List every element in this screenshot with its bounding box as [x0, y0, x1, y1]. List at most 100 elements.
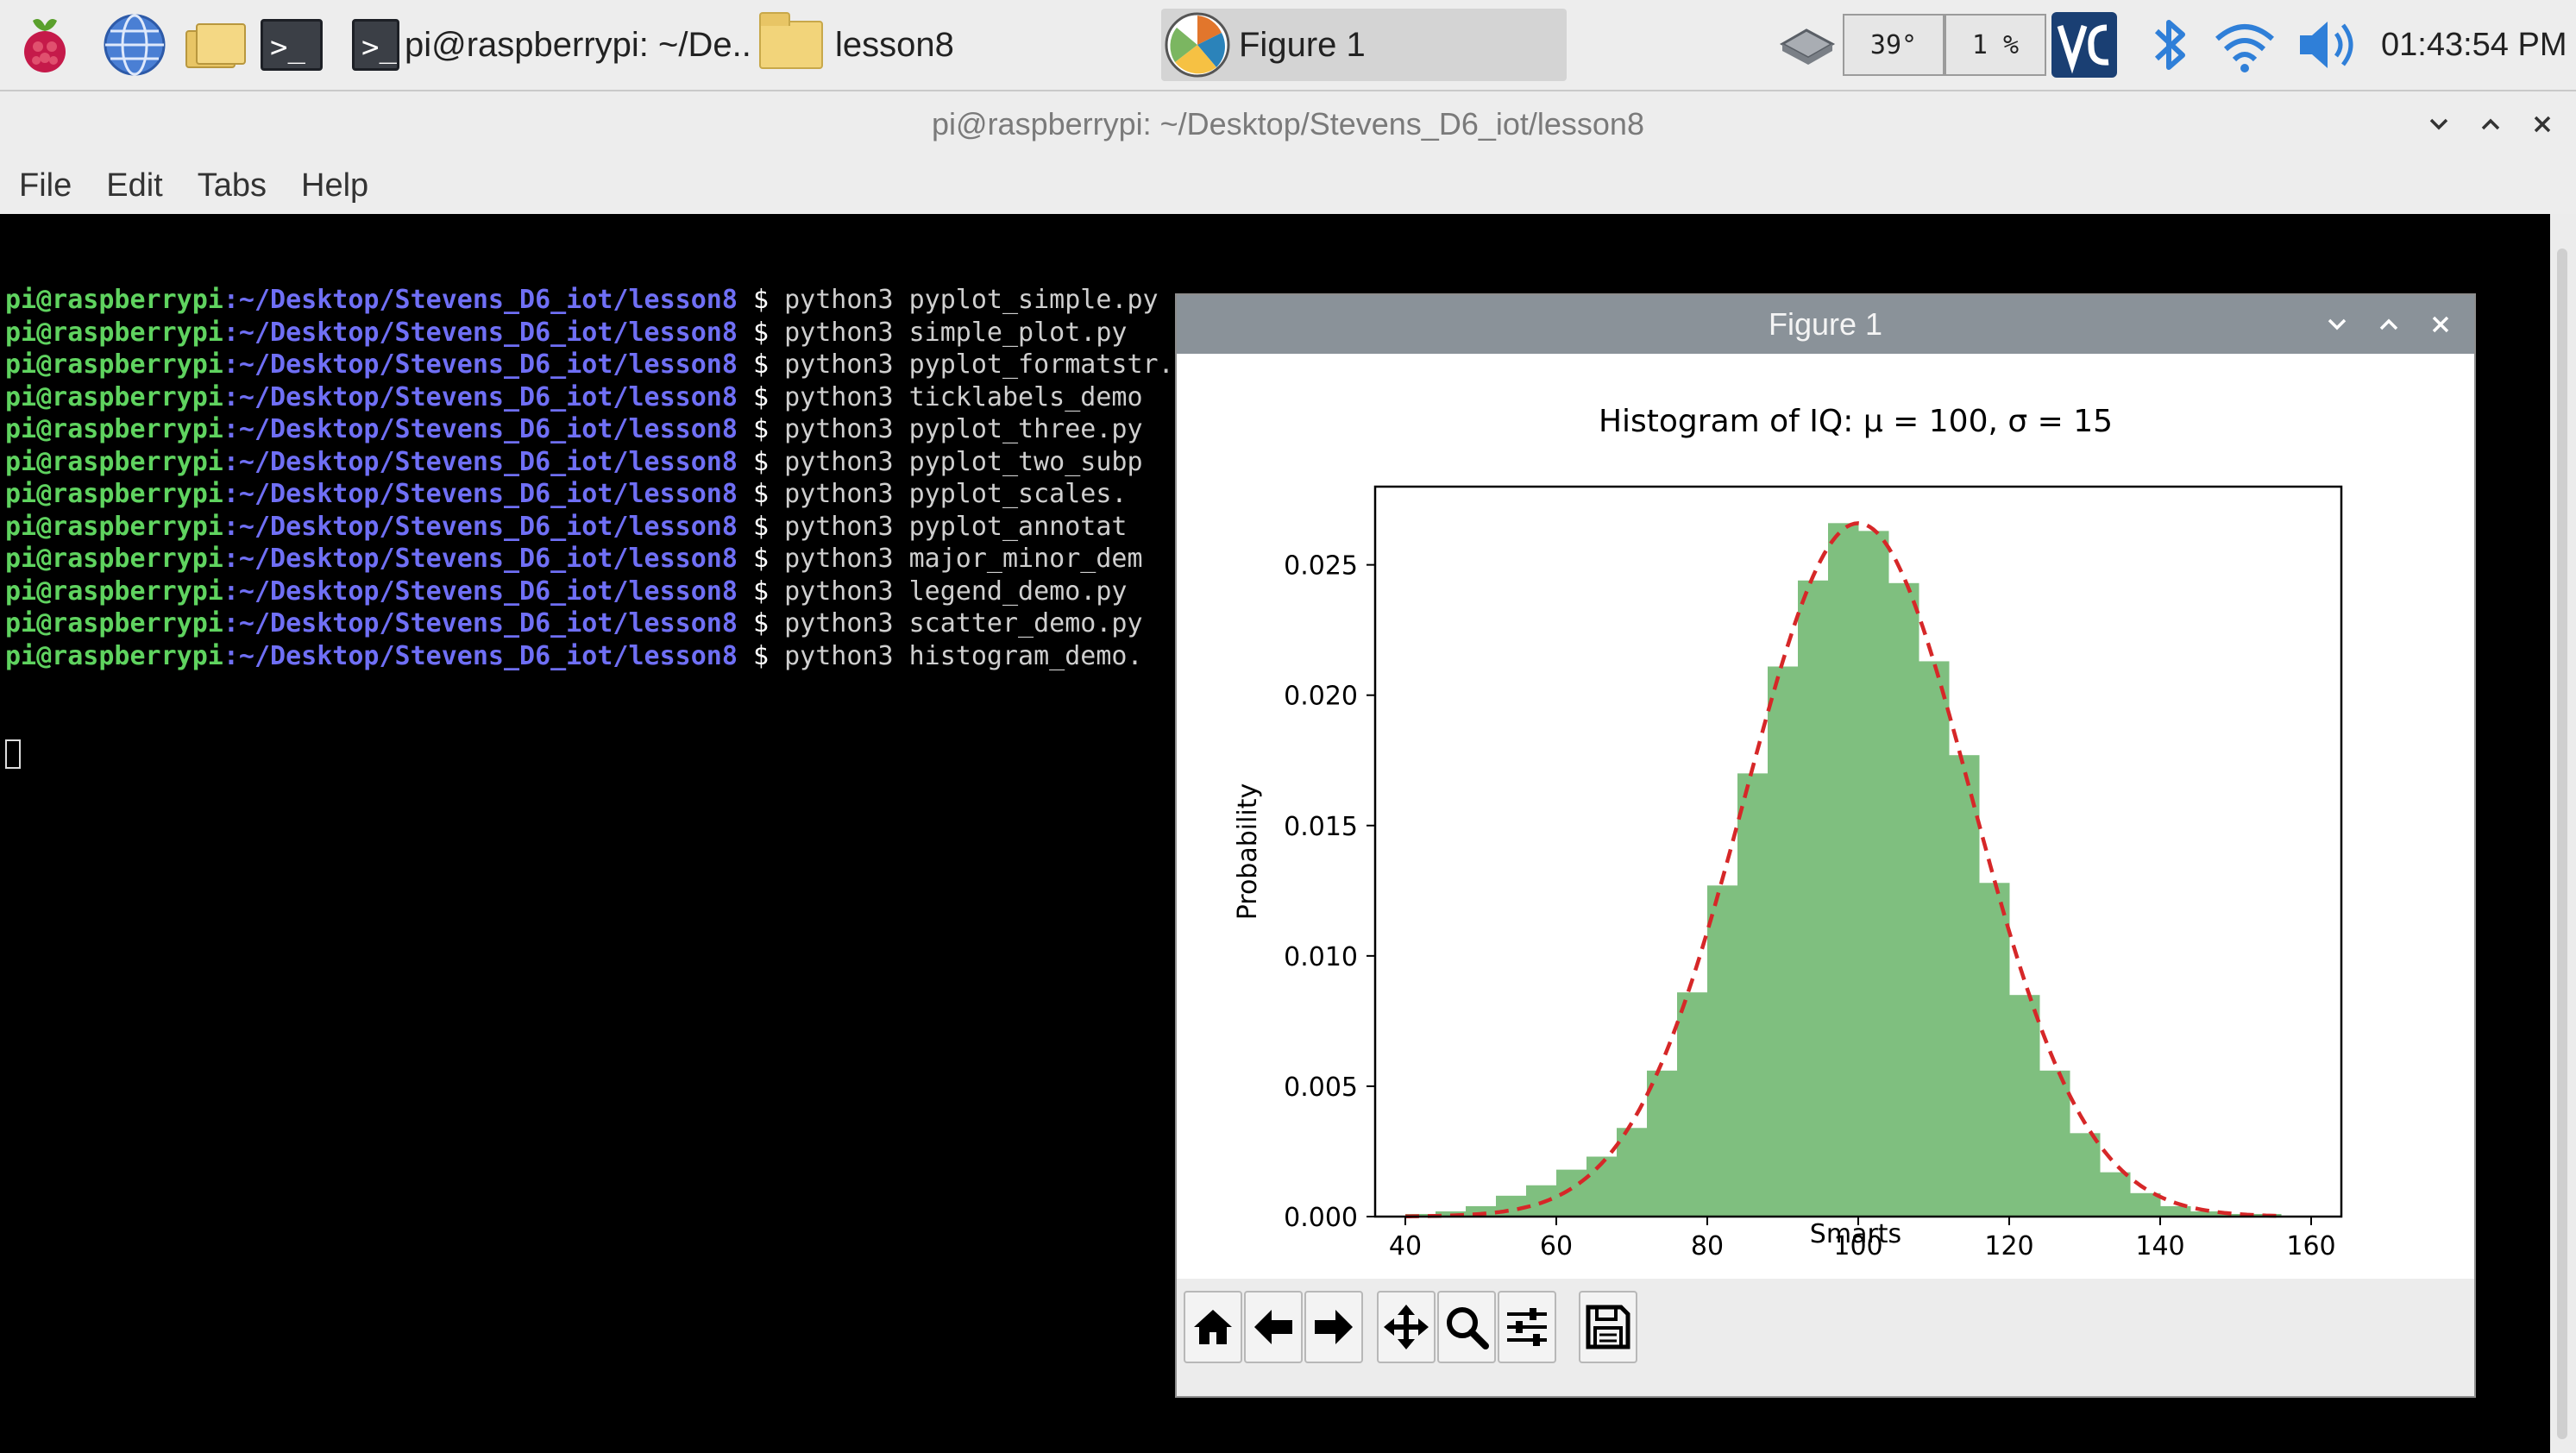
x-tick-label: 80	[1691, 1231, 1724, 1261]
prompt-user: pi@raspberrypi	[5, 285, 223, 315]
histogram-bar	[2100, 1172, 2131, 1217]
zoom-button[interactable]	[1437, 1291, 1496, 1363]
cpu-temperature[interactable]: 39°	[1843, 14, 1945, 76]
close-icon	[2534, 116, 2551, 133]
prompt-path: :~/Desktop/Stevens_D6_iot/lesson8	[223, 414, 738, 444]
command-text: python3 major_minor_dem	[784, 544, 1143, 574]
cpu-usage[interactable]: 1 %	[1945, 14, 2046, 76]
wifi-icon[interactable]	[2212, 0, 2278, 90]
menu-help[interactable]: Help	[301, 167, 369, 204]
pan-button[interactable]	[1377, 1291, 1436, 1363]
terminal-icon: >_	[352, 19, 399, 71]
close-icon	[2432, 316, 2449, 333]
command-text: python3 histogram_demo.	[784, 640, 1143, 671]
file-manager-icon[interactable]	[181, 0, 250, 90]
x-tick-label: 40	[1389, 1231, 1422, 1261]
histogram-bar	[1647, 1070, 1678, 1217]
terminal-line: pi@raspberrypi:~/Desktop/Stevens_D6_iot/…	[0, 511, 2550, 544]
taskbar-task-label: lesson8	[835, 25, 954, 64]
histogram-chart[interactable]: 40 60 80 100 120 140 160 0.000 0.005 0.010 0.015 0…	[1177, 354, 2474, 1275]
save-icon	[1586, 1305, 1630, 1349]
back-button[interactable]	[1244, 1291, 1303, 1363]
histogram-bar	[1617, 1128, 1648, 1217]
prompt-path: :~/Desktop/Stevens_D6_iot/lesson8	[223, 640, 738, 671]
terminal-line: pi@raspberrypi:~/Desktop/Stevens_D6_iot/…	[0, 446, 2550, 479]
terminal-scrollbar[interactable]	[2550, 214, 2576, 1453]
chart-title: Histogram of IQ: μ = 100, σ = 15	[1599, 404, 2113, 439]
prompt-user: pi@raspberrypi	[5, 446, 223, 477]
eject-icon[interactable]	[1777, 0, 1838, 90]
chevron-down-icon	[2429, 118, 2448, 130]
chevron-up-icon	[2481, 118, 2500, 130]
command-text: python3 legend_demo.py	[784, 576, 1128, 607]
close-button[interactable]	[2528, 110, 2557, 139]
prompt-symbol: $	[737, 511, 785, 542]
clock[interactable]: 01:43:54 PM	[2381, 26, 2567, 63]
prompt-path: :~/Desktop/Stevens_D6_iot/lesson8	[223, 608, 738, 638]
chevron-down-icon	[2328, 318, 2347, 330]
minimize-button[interactable]	[2322, 310, 2352, 339]
x-tick-label: 140	[2135, 1231, 2184, 1261]
menu-file[interactable]: File	[19, 167, 72, 204]
prompt-user: pi@raspberrypi	[5, 544, 223, 574]
window-title: pi@raspberrypi: ~/Desktop/Stevens_D6_iot…	[932, 106, 1644, 142]
prompt-user: pi@raspberrypi	[5, 640, 223, 671]
volume-icon[interactable]	[2295, 0, 2360, 90]
terminal-titlebar[interactable]: pi@raspberrypi: ~/Desktop/Stevens_D6_iot…	[0, 91, 2576, 157]
x-tick-label: 160	[2286, 1231, 2335, 1261]
home-button[interactable]	[1184, 1291, 1242, 1363]
minimize-button[interactable]	[2424, 110, 2453, 139]
web-browser-icon[interactable]	[100, 0, 169, 90]
close-button[interactable]	[2426, 310, 2455, 339]
terminal-line: pi@raspberrypi:~/Desktop/Stevens_D6_iot/…	[0, 413, 2550, 446]
back-arrow-icon	[1254, 1310, 1292, 1344]
bluetooth-icon[interactable]	[2150, 0, 2191, 90]
terminal-menubar: File Edit Tabs Help	[0, 157, 2576, 214]
prompt-path: :~/Desktop/Stevens_D6_iot/lesson8	[223, 511, 738, 542]
taskbar-task-terminal[interactable]: >_ pi@raspberrypi: ~/De...	[352, 9, 751, 81]
terminal-input-line[interactable]	[0, 737, 2550, 770]
vnc-icon[interactable]	[2050, 0, 2119, 90]
taskbar-task-file-manager[interactable]: lesson8	[759, 9, 1139, 81]
menu-tabs[interactable]: Tabs	[197, 167, 267, 204]
terminal-line: pi@raspberrypi:~/Desktop/Stevens_D6_iot/…	[0, 576, 2550, 608]
histogram-bar	[1858, 531, 1889, 1217]
terminal-launcher-icon[interactable]: >_	[261, 0, 323, 90]
command-text: python3 pyplot_simple.py	[784, 285, 1159, 315]
prompt-symbol: $	[737, 317, 785, 348]
histogram-bar	[2160, 1205, 2191, 1217]
menu-edit[interactable]: Edit	[106, 167, 163, 204]
prompt-user: pi@raspberrypi	[5, 608, 223, 638]
y-tick-label: 0.015	[1284, 812, 1358, 842]
maximize-button[interactable]	[2476, 110, 2505, 139]
taskbar: >_ >_ pi@raspberrypi: ~/De... lesson8 Fi…	[0, 0, 2576, 91]
x-axis-label: Smarts	[1810, 1219, 1901, 1249]
prompt-user: pi@raspberrypi	[5, 381, 223, 412]
taskbar-task-label: Figure 1	[1239, 25, 1366, 64]
figure-titlebar[interactable]: Figure 1	[1177, 295, 2474, 354]
figure-toolbar	[1177, 1279, 2474, 1396]
save-button[interactable]	[1579, 1291, 1637, 1363]
command-text: python3 simple_plot.py	[784, 317, 1128, 348]
x-tick-label: 60	[1540, 1231, 1573, 1261]
command-text: python3 pyplot_two_subp	[784, 446, 1143, 477]
prompt-path: :~/Desktop/Stevens_D6_iot/lesson8	[223, 576, 738, 607]
prompt-path: :~/Desktop/Stevens_D6_iot/lesson8	[223, 317, 738, 348]
prompt-user: pi@raspberrypi	[5, 576, 223, 607]
histogram-bar	[2221, 1213, 2252, 1217]
taskbar-task-figure[interactable]: Figure 1	[1161, 9, 1567, 81]
zoom-icon	[1447, 1307, 1489, 1349]
raspberry-menu-icon[interactable]	[10, 0, 79, 90]
scrollbar-thumb[interactable]	[2557, 248, 2567, 1439]
prompt-path: :~/Desktop/Stevens_D6_iot/lesson8	[223, 479, 738, 509]
prompt-path: :~/Desktop/Stevens_D6_iot/lesson8	[223, 285, 738, 315]
histogram-bar	[1707, 885, 1738, 1217]
maximize-button[interactable]	[2374, 310, 2403, 339]
histogram-bar	[2130, 1192, 2161, 1217]
y-tick-label: 0.010	[1284, 942, 1358, 972]
forward-button[interactable]	[1304, 1291, 1363, 1363]
prompt-user: pi@raspberrypi	[5, 349, 223, 380]
configure-subplots-button[interactable]	[1498, 1291, 1556, 1363]
histogram-bar	[1586, 1156, 1618, 1217]
histogram-bar	[2190, 1211, 2221, 1217]
